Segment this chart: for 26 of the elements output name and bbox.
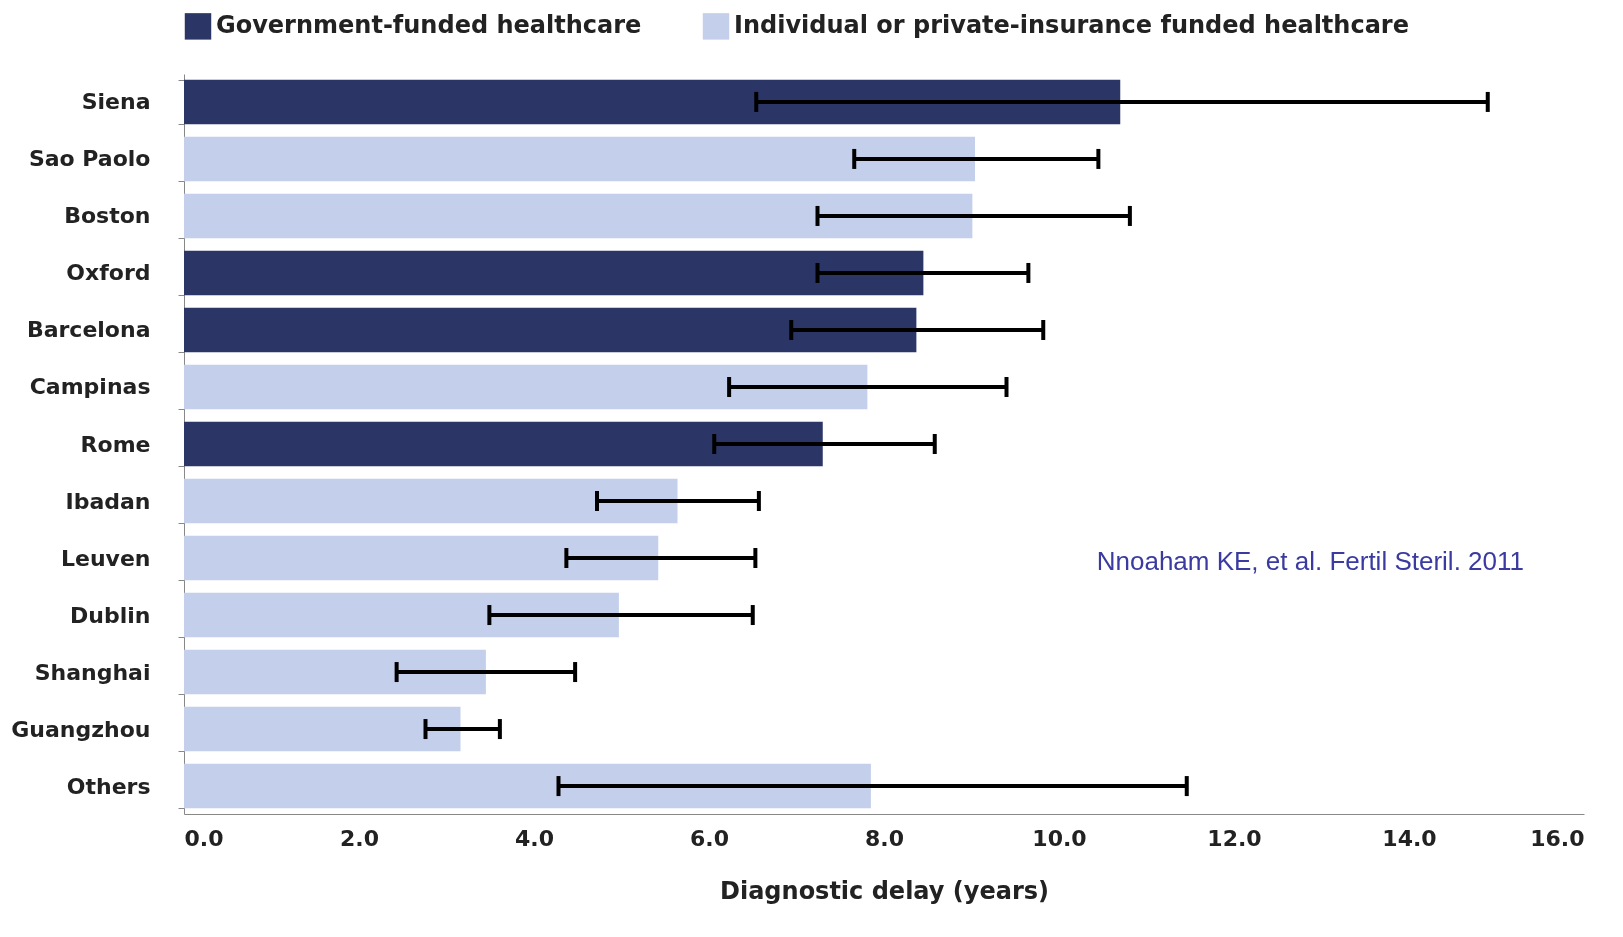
y-tick-label: Dublin [70, 602, 151, 628]
y-tick-label: Ibadan [65, 488, 151, 514]
x-tick-label: 0.0 [184, 825, 224, 851]
x-tick-label: 6.0 [690, 825, 729, 851]
annotation: Nnoaham KE, et al. Fertil Steril. 2011 [1096, 546, 1524, 577]
x-tick-label: 10.0 [1032, 825, 1087, 851]
x-tick-label: 4.0 [515, 825, 554, 851]
legend-label: Government-funded healthcare [216, 11, 642, 40]
x-axis-title: Diagnostic delay (years) [720, 876, 1049, 905]
y-tick-label: Oxford [66, 260, 151, 286]
y-tick-label: Barcelona [26, 317, 151, 343]
y-tick-label: Guangzhou [11, 716, 151, 742]
x-tick-label: 8.0 [865, 825, 904, 851]
y-tick-label: Rome [80, 431, 151, 457]
x-tick-label: 16.0 [1530, 825, 1585, 851]
x-tick-label: 14.0 [1382, 825, 1437, 851]
y-tick-label: Shanghai [34, 659, 151, 685]
x-tick-label: 12.0 [1207, 825, 1262, 851]
x-tick-label: 2.0 [340, 825, 379, 851]
y-tick-label: Campinas [29, 374, 151, 400]
legend-label: Individual or private-insurance funded healthcare [734, 11, 1409, 40]
y-tick-label: Sao Paolo [28, 146, 151, 172]
y-tick-label: Boston [64, 203, 151, 229]
y-tick-label: Others [66, 773, 151, 799]
y-tick-label: Siena [81, 89, 151, 115]
y-tick-label: Leuven [60, 545, 151, 571]
